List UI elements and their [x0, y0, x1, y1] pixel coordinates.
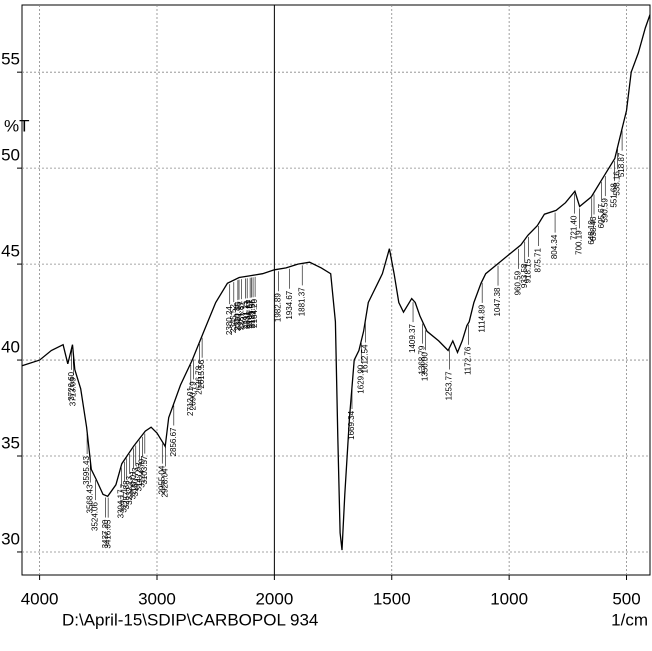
x-tick-label: 500: [612, 589, 640, 608]
x-tick-label: 2000: [255, 589, 293, 608]
peak-label: 721.40: [570, 215, 579, 240]
x-tick-label: 1500: [373, 589, 411, 608]
peak-label: 648.10: [587, 220, 596, 245]
peak-label: 1368.79: [418, 345, 427, 374]
peak-label: 1669.34: [347, 410, 356, 439]
peak-label: 2247.15: [240, 300, 249, 329]
peak-label: 2181.56: [248, 299, 257, 328]
peak-label: 960.59: [514, 270, 523, 295]
peak-label: 3437.20: [101, 519, 110, 548]
peak-label: 3124.79: [137, 458, 146, 487]
peak-label: 605.67: [597, 203, 606, 228]
peak-label: 1356.00: [421, 352, 430, 381]
peak-label: 3147.93: [135, 462, 144, 491]
peak-label: 1114.89: [477, 304, 486, 332]
peak-label: 2195.07: [247, 299, 256, 328]
peak-label: 2690.79: [188, 381, 197, 410]
peak-label: 3524.06: [91, 502, 100, 531]
peak-label: 3713.09: [68, 377, 77, 406]
peak-label: 2281.87: [236, 301, 245, 330]
peak-label: 2164.20: [250, 298, 259, 327]
peak-label: 2712.01: [186, 387, 195, 416]
peak-label: 1629.90: [356, 364, 365, 393]
spectrum-line: [21, 14, 651, 551]
peak-label: 3200.01: [129, 470, 138, 499]
peak-label: 3180.73: [131, 467, 140, 496]
peak-label: 933.58: [520, 263, 529, 288]
plot-frame: [21, 4, 651, 576]
peak-label: 2615.56: [197, 359, 206, 388]
peak-label: 1253.77: [445, 371, 454, 400]
x-tick-label: 1000: [490, 589, 528, 608]
peak-label: 1982.89: [274, 293, 283, 322]
peak-label: 3103.57: [140, 455, 149, 484]
peak-label: 2206.57: [245, 299, 254, 328]
peak-label: 1881.37: [297, 287, 306, 316]
peak-label: 3568.43: [85, 484, 94, 513]
peak-label: 2231.71: [242, 300, 251, 329]
peak-label: 3232.23: [125, 475, 134, 504]
peak-label: 1172.76: [464, 346, 473, 375]
peak-label: 590.59: [600, 198, 609, 223]
peak-label: 1047.38: [493, 287, 502, 316]
peak-label: 3304.17: [116, 489, 125, 518]
x-unit-label: 1/cm: [611, 610, 648, 629]
peak-label: 700.19: [575, 230, 584, 255]
peak-label: 3257.88: [122, 480, 131, 509]
peak-label: 2301.15: [234, 301, 243, 330]
peak-label: 1612.54: [360, 344, 369, 373]
x-tick-label: 4000: [21, 589, 59, 608]
y-tick-label: 30: [1, 529, 20, 548]
peak-label: 3416.05: [103, 519, 112, 548]
y-tick-label: 55: [1, 50, 20, 69]
peak-label: 2955.04: [157, 465, 166, 494]
peak-label: 551.68: [610, 183, 619, 208]
y-tick-label: 50: [1, 146, 20, 165]
peak-label: 2345.52: [229, 304, 238, 333]
peak-label: 2856.67: [169, 427, 178, 456]
peak-label: 518.87: [617, 152, 626, 177]
peak-label: 2636.78: [195, 365, 204, 394]
peak-label: 1409.37: [408, 324, 417, 353]
peak-label: 918.15: [523, 258, 532, 283]
peak-label: 638.46: [589, 216, 598, 241]
peak-label: 3726.60: [67, 371, 76, 400]
peak-label: 2928.04: [161, 468, 170, 497]
y-axis-label: %T: [4, 116, 30, 135]
x-tick-label: 3000: [138, 589, 176, 608]
y-tick-label: 45: [1, 242, 20, 261]
peak-label: 875.71: [533, 248, 542, 273]
peak-label: 3595.43: [82, 455, 91, 484]
peak-label: 804.34: [550, 234, 559, 259]
file-label: D:\April-15\SDIP\CARBOPOL 934: [62, 610, 318, 629]
y-tick-label: 40: [1, 338, 20, 357]
peak-label: 538.16: [613, 171, 622, 196]
peak-label: 2310.80: [233, 302, 242, 331]
peak-label: 2380.24: [225, 306, 234, 335]
y-tick-label: 35: [1, 433, 20, 452]
peak-label: 1934.67: [285, 290, 294, 319]
peak-label: 3277.17: [120, 483, 129, 512]
